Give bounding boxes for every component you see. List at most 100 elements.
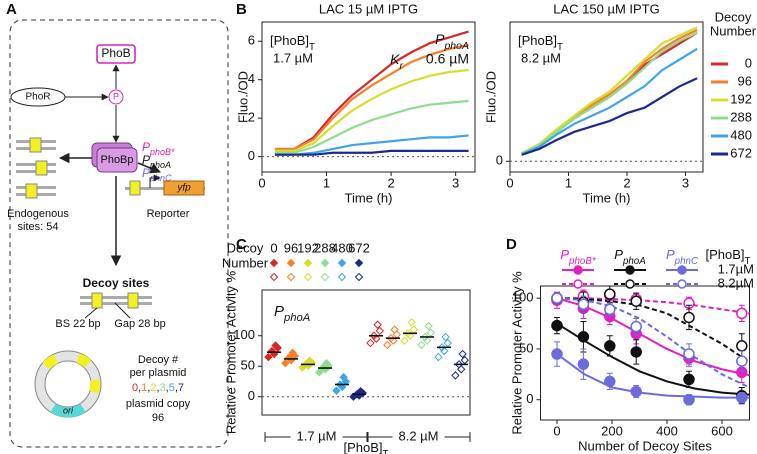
legend-label: PphoB* — [560, 247, 596, 267]
header-marker — [303, 258, 313, 268]
data-point — [683, 393, 695, 406]
series-line — [521, 31, 698, 155]
y-tick-label: 2 — [248, 110, 255, 125]
data-point — [434, 352, 443, 362]
legend-title: Decoy — [715, 9, 752, 24]
data-point — [604, 375, 616, 388]
data-point — [683, 348, 695, 360]
phob-label: PhoB — [101, 46, 130, 60]
data-point — [451, 371, 460, 380]
header-marker — [286, 272, 296, 282]
data-point — [736, 307, 748, 320]
header-label: 672 — [348, 240, 370, 255]
data-point — [683, 373, 695, 386]
series-line — [274, 68, 469, 152]
plasmid-site — [76, 353, 92, 368]
fit-curve — [556, 297, 751, 363]
x-tick-label: 0 — [258, 175, 265, 190]
data-point — [439, 346, 449, 356]
data-point — [736, 340, 748, 352]
series-line — [274, 134, 469, 156]
text-main: [PhoB] — [344, 440, 383, 454]
plot-frame — [261, 21, 476, 173]
legend-marker — [573, 279, 583, 289]
phobp-label: PhoBp — [100, 154, 133, 166]
site — [127, 292, 139, 309]
x-tick-label: 2 — [387, 175, 394, 190]
y-tick-label: 0 — [248, 388, 255, 403]
text-main: P — [614, 247, 623, 262]
fit-curve — [556, 297, 750, 389]
plasmid-site — [42, 354, 59, 370]
text-sub: T — [383, 449, 389, 454]
kr-label: Kr — [390, 51, 403, 72]
data-point — [405, 331, 415, 340]
legend-label: 0 — [745, 55, 752, 70]
data-point — [577, 298, 590, 311]
text-main: P — [560, 247, 569, 262]
data-point — [332, 386, 341, 395]
x-tick-label: 0 — [553, 423, 560, 438]
text-main: P — [142, 153, 150, 167]
dna — [80, 296, 152, 299]
x-axis-label: [PhoB]T — [344, 440, 389, 454]
site — [91, 292, 103, 309]
site — [25, 183, 38, 199]
data-point — [604, 303, 616, 316]
data-point — [551, 319, 563, 332]
data-point — [630, 320, 642, 333]
decoy-count: 7 — [178, 382, 184, 394]
data-point — [422, 336, 432, 345]
decoy-count-label: per plasmid — [130, 367, 187, 379]
data-point — [551, 348, 563, 360]
group-label: 1.7 µM — [296, 428, 336, 443]
text-main: K — [390, 51, 400, 67]
data-point — [458, 349, 467, 359]
y-tick-label: 100 — [233, 327, 255, 342]
decoy-count: 1 — [141, 382, 147, 394]
yfp-label: yfp — [176, 183, 191, 194]
header-marker — [269, 258, 279, 268]
data-point — [577, 331, 590, 343]
data-point — [417, 340, 426, 350]
series-line — [274, 99, 469, 154]
conc-value: 8.2 µM — [521, 50, 561, 65]
series-line — [521, 77, 698, 156]
text-sub: phoA — [283, 312, 310, 324]
arrow — [137, 162, 161, 174]
data-point — [371, 334, 381, 343]
header-marker — [337, 258, 347, 268]
x-tick-label: 1 — [323, 175, 330, 190]
phor-label: PhoR — [25, 92, 50, 103]
text-sub: phoA — [149, 160, 171, 170]
decoy-title: Decoy sites — [83, 276, 150, 290]
group-bracket — [264, 432, 369, 442]
text-sub: phoB* — [149, 147, 175, 157]
legend-label: 672 — [730, 145, 752, 160]
y-tick-label: 0 — [526, 391, 533, 406]
text-sub: phoB* — [568, 256, 597, 267]
data-point — [424, 321, 433, 331]
legend-marker — [625, 265, 635, 275]
gap-label: Gap 28 bp — [114, 318, 165, 330]
data-point — [426, 328, 436, 337]
plasmid-site — [89, 379, 101, 394]
x-tick-label: 200 — [601, 423, 623, 438]
promoter-label: PphoA — [142, 153, 171, 170]
data-point — [630, 346, 642, 358]
data-point — [373, 320, 382, 329]
x-axis-label: Time (h) — [345, 190, 393, 205]
data-point — [551, 292, 563, 304]
series-line — [274, 30, 469, 151]
y-tick-label: 4 — [248, 71, 255, 86]
y-tick-label: 50 — [241, 358, 255, 373]
data-point — [683, 311, 695, 324]
decoy-count: 0 — [132, 382, 138, 394]
x-tick-label: 3 — [682, 175, 689, 190]
pointer — [84, 307, 98, 319]
y-tick-label: 100 — [512, 290, 534, 305]
data-point — [604, 340, 616, 352]
